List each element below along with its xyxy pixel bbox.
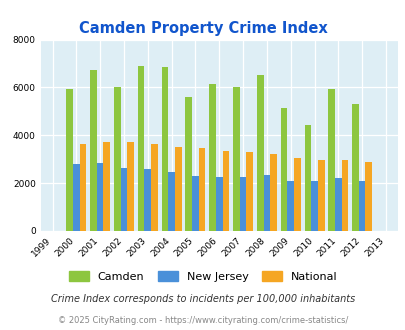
Bar xyxy=(161,67,168,231)
Bar xyxy=(66,89,73,231)
Text: Camden Property Crime Index: Camden Property Crime Index xyxy=(79,21,326,36)
Bar xyxy=(209,84,215,231)
Bar xyxy=(246,152,252,231)
Bar xyxy=(328,89,334,231)
Bar xyxy=(263,175,270,231)
Bar xyxy=(185,97,192,231)
Bar xyxy=(96,163,103,231)
Bar xyxy=(280,108,287,231)
Bar xyxy=(364,162,371,231)
Bar xyxy=(120,168,127,231)
Bar xyxy=(222,151,229,231)
Bar xyxy=(293,158,300,231)
Bar xyxy=(358,181,364,231)
Bar xyxy=(304,124,310,231)
Bar xyxy=(144,169,151,231)
Bar xyxy=(351,104,358,231)
Bar xyxy=(287,181,293,231)
Bar xyxy=(90,70,96,231)
Bar xyxy=(175,147,181,231)
Bar xyxy=(137,66,144,231)
Bar xyxy=(114,87,120,231)
Bar xyxy=(73,164,79,231)
Bar xyxy=(127,143,134,231)
Bar xyxy=(270,154,276,231)
Bar xyxy=(198,148,205,231)
Text: © 2025 CityRating.com - https://www.cityrating.com/crime-statistics/: © 2025 CityRating.com - https://www.city… xyxy=(58,316,347,325)
Bar xyxy=(334,178,341,231)
Bar xyxy=(317,160,324,231)
Text: Crime Index corresponds to incidents per 100,000 inhabitants: Crime Index corresponds to incidents per… xyxy=(51,294,354,304)
Bar xyxy=(256,76,263,231)
Bar xyxy=(341,160,347,231)
Bar xyxy=(192,176,198,231)
Bar xyxy=(79,144,86,231)
Bar xyxy=(151,144,158,231)
Bar xyxy=(239,177,246,231)
Bar xyxy=(215,177,222,231)
Bar xyxy=(232,87,239,231)
Legend: Camden, New Jersey, National: Camden, New Jersey, National xyxy=(68,271,337,282)
Bar xyxy=(310,181,317,231)
Bar xyxy=(168,172,175,231)
Bar xyxy=(103,143,110,231)
